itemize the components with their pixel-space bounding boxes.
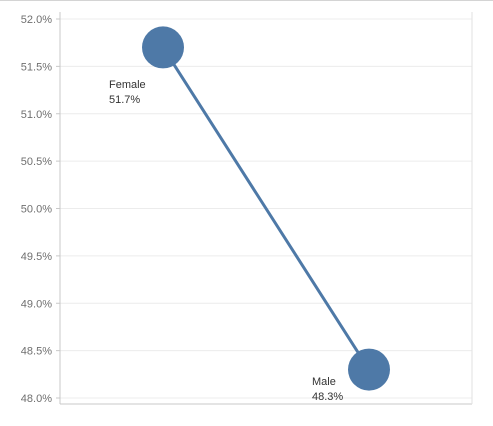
- y-tick-label: 51.5%: [21, 61, 52, 73]
- y-tick-label: 51.0%: [21, 109, 52, 121]
- y-tick-label: 50.0%: [21, 204, 52, 216]
- y-tick-label: 52.0%: [21, 14, 52, 26]
- category-label-female: Female: [109, 79, 146, 91]
- gridlines: [60, 18, 472, 399]
- series: [142, 26, 390, 391]
- data-point-male[interactable]: [348, 348, 390, 391]
- series-line: [161, 45, 371, 372]
- y-tick-label: 48.0%: [21, 393, 52, 405]
- y-tick-label: 49.5%: [21, 251, 52, 263]
- value-label-male: 48.3%: [312, 391, 343, 403]
- y-tick-labels: 52.0% 51.5% 51.0% 50.5% 50.0% 49.5% 49.0% 48.5%…: [21, 14, 60, 405]
- y-tick-label: 50.5%: [21, 156, 52, 168]
- category-label-male: Male: [312, 376, 336, 388]
- y-tick-label: 49.0%: [21, 298, 52, 310]
- value-label-female: 51.7%: [109, 94, 140, 106]
- y-tick-label: 48.5%: [21, 346, 52, 358]
- data-point-female[interactable]: [142, 26, 184, 69]
- data-labels: Female 51.7% Male 48.3%: [109, 79, 343, 403]
- top-divider: [0, 0, 493, 1]
